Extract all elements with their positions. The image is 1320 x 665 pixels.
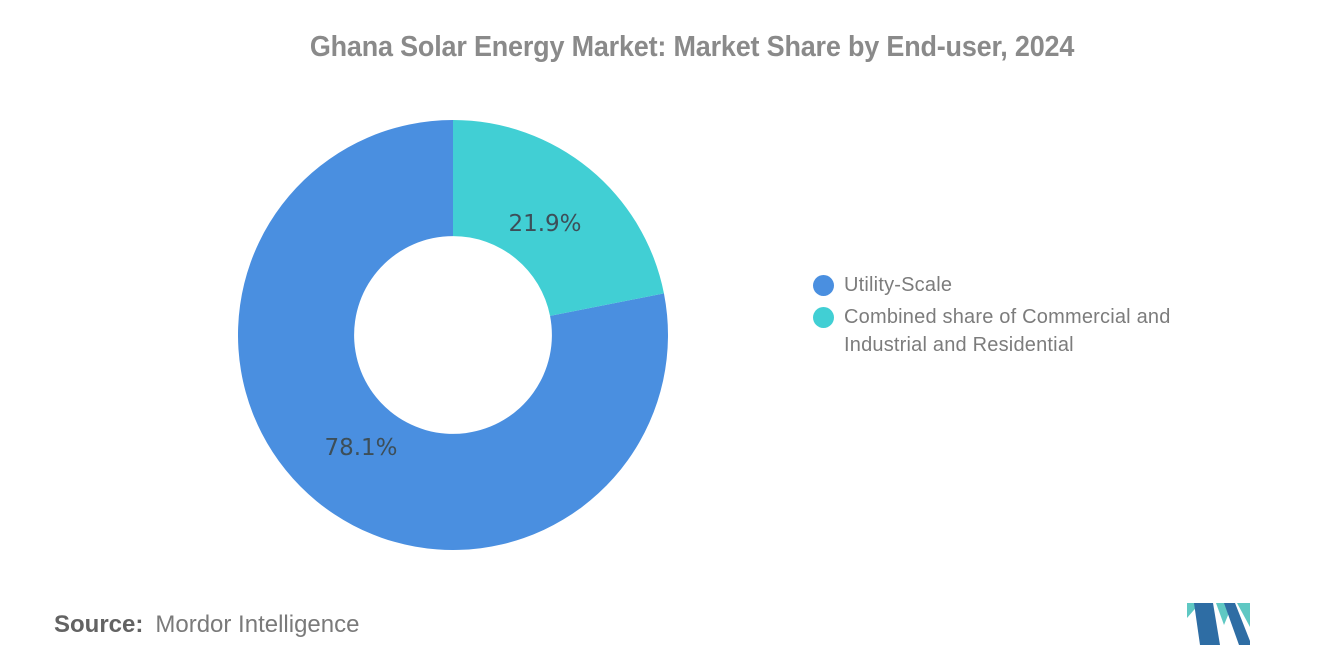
legend: Utility-Scale Combined share of Commerci… — [813, 271, 1233, 363]
legend-item-combined-share: Combined share of Commercial and Industr… — [813, 303, 1233, 359]
donut-segment-label-1: 21.9% — [508, 211, 581, 237]
logo-shape-blue-right-stroke — [1224, 603, 1250, 645]
source-value: Mordor Intelligence — [155, 611, 360, 638]
logo-shape-blue-left-stroke — [1194, 603, 1220, 645]
donut-segment-0 — [237, 120, 668, 550]
donut-chart: 78.1% 21.9% — [237, 120, 668, 550]
source-note: Source: Mordor Intelligence — [54, 611, 359, 639]
page-title: Ghana Solar Energy Market: Market Share … — [309, 31, 1075, 63]
donut-segment-label-0: 78.1% — [324, 435, 397, 461]
donut-chart-svg: 78.1% 21.9% — [237, 120, 668, 550]
logo-shape-teal-right-triangle — [1237, 603, 1250, 627]
legend-color-dot-combined-share — [813, 306, 834, 328]
legend-item-label: Combined share of Commercial and Industr… — [844, 306, 1171, 356]
source-label: Source: — [54, 611, 144, 638]
legend-item-label: Utility-Scale — [844, 274, 953, 296]
donut-segment-1 — [453, 120, 664, 316]
mordor-intelligence-logo — [1187, 603, 1250, 645]
legend-color-dot-utility-scale — [813, 274, 834, 296]
legend-item-utility-scale: Utility-Scale — [813, 271, 1233, 299]
